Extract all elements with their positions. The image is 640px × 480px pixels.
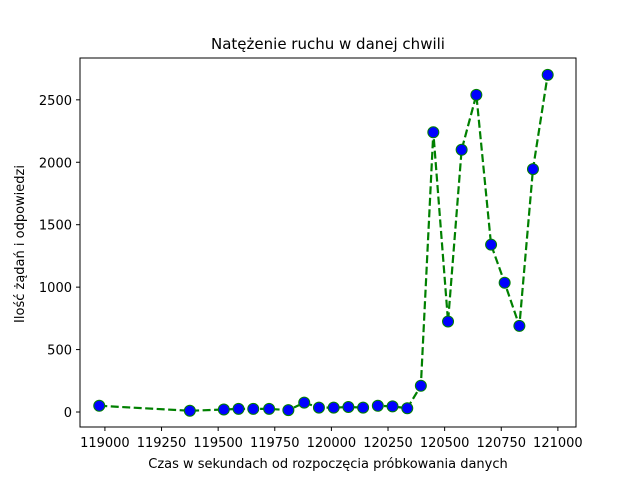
- y-axis-ticks: 0 500 1000 1500 2000 2500: [39, 94, 80, 421]
- plot-area: [93, 68, 554, 417]
- data-point: [183, 404, 196, 417]
- data-point: [263, 402, 276, 415]
- data-point: [371, 399, 384, 412]
- x-tick-label: 120250: [363, 436, 413, 451]
- x-tick-label: 121000: [533, 436, 583, 451]
- y-tick-label: 0: [64, 406, 72, 421]
- x-axis-ticks: 119000 119250 119500 119750 120000 120250 1205…: [80, 427, 583, 451]
- data-point: [93, 399, 106, 412]
- data-point: [427, 126, 440, 139]
- data-point: [442, 315, 455, 328]
- data-point: [232, 402, 245, 415]
- data-point: [342, 401, 355, 414]
- x-tick-label: 119250: [137, 436, 187, 451]
- y-axis-label: Ilość żądań i odpowiedzi: [13, 165, 28, 323]
- data-point: [312, 401, 325, 414]
- data-point: [485, 238, 498, 251]
- data-point: [498, 276, 511, 289]
- x-tick-label: 119750: [250, 436, 300, 451]
- series-line: [99, 74, 549, 412]
- data-point: [455, 143, 468, 156]
- y-tick-label: 2000: [39, 156, 72, 171]
- data-point: [327, 401, 340, 414]
- x-tick-label: 120000: [307, 436, 357, 451]
- data-point: [414, 379, 427, 392]
- data-point: [401, 402, 414, 415]
- data-point: [298, 396, 311, 409]
- x-tick-label: 119500: [193, 436, 243, 451]
- x-axis-label: Czas w sekundach od rozpoczęcia próbkowa…: [148, 457, 507, 472]
- x-tick-label: 119000: [80, 436, 130, 451]
- data-point: [470, 88, 483, 101]
- data-point: [513, 319, 526, 332]
- data-point: [217, 403, 230, 416]
- y-tick-label: 500: [47, 344, 72, 359]
- y-tick-label: 1000: [39, 281, 72, 296]
- x-tick-label: 120500: [420, 436, 470, 451]
- data-point: [526, 163, 539, 176]
- data-point: [541, 68, 554, 81]
- data-point: [386, 400, 399, 413]
- data-point: [282, 404, 295, 417]
- y-tick-label: 2500: [39, 94, 72, 109]
- data-point: [247, 402, 260, 415]
- x-tick-label: 120750: [476, 436, 526, 451]
- y-tick-label: 1500: [39, 219, 72, 234]
- plot-frame: [79, 57, 577, 428]
- data-point: [357, 401, 370, 414]
- chart-title: Natężenie ruchu w danej chwili: [211, 35, 445, 53]
